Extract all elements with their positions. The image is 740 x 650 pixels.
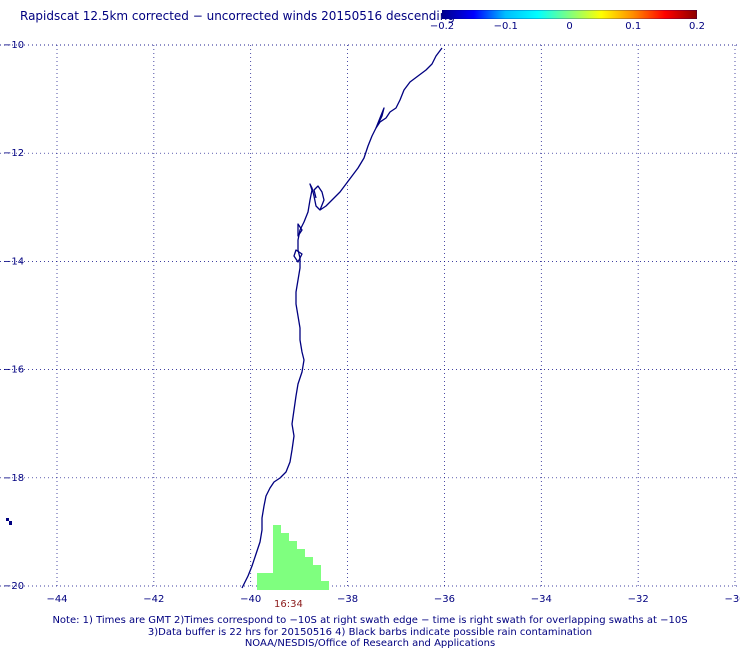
colorbar-tick-label: 0 — [566, 21, 573, 32]
swath-cell — [257, 573, 273, 590]
longitude-tick-label: −30 — [724, 594, 740, 605]
latitude-tick-label: −10 — [3, 40, 24, 51]
coastline-edge-fragment — [6, 518, 12, 525]
latitude-tick-label: −12 — [3, 148, 24, 159]
longitude-tick-label: −36 — [434, 594, 455, 605]
swath-cell — [305, 557, 313, 590]
latitude-tick-label: −16 — [3, 365, 24, 376]
longitude-tick-label: −40 — [240, 594, 261, 605]
latitude-tick-label: −20 — [3, 581, 24, 592]
swath-cell — [273, 525, 281, 590]
coastline-path — [241, 47, 443, 589]
longitude-tick-label: −42 — [143, 594, 164, 605]
map-tick-labels: −10 −12 −14 −16 −18 −20 −44 −42 −40 −38 −36 −34 −32 −… — [3, 40, 740, 605]
map-grid — [0, 44, 740, 587]
colorbar-tick-label: 0.2 — [689, 21, 705, 32]
chart-title: Rapidscat 12.5km corrected − uncorrected… — [20, 9, 455, 23]
coastline-bay-path — [313, 185, 325, 211]
swath-cell — [297, 549, 305, 590]
longitude-tick-label: −38 — [337, 594, 358, 605]
note-line-2: 3)Data buffer is 22 hrs for 20150516 4) … — [147, 626, 593, 638]
footer-notes: Note: 1) Times are GMT 2)Times correspon… — [0, 615, 740, 650]
swath-cell — [321, 581, 329, 590]
colorbar-tick-label: −0.2 — [429, 21, 455, 32]
colorbar-tick-label: 0.1 — [625, 21, 642, 32]
swath-cell — [289, 541, 297, 590]
latitude-tick-label: −14 — [3, 256, 24, 267]
colorbar-tick-label: −0.1 — [493, 21, 518, 32]
note-line-1: Note: 1) Times are GMT 2)Times correspon… — [52, 615, 688, 626]
swath-cell — [281, 533, 289, 590]
wind-swath — [257, 525, 329, 590]
longitude-tick-label: −34 — [531, 594, 552, 605]
colorbar — [442, 10, 697, 19]
note-line-3: NOAA/NESDIS/Office of Research and Appli… — [244, 638, 496, 649]
coastline-island-path-2 — [297, 223, 303, 237]
longitude-tick-label: −44 — [46, 594, 67, 605]
coastline-island-path — [293, 249, 303, 263]
swath-time-label: 16:34 — [274, 599, 303, 610]
coastline-inlet-path — [375, 107, 385, 129]
latitude-tick-label: −18 — [3, 473, 24, 484]
longitude-tick-label: −32 — [628, 594, 649, 605]
coastline — [241, 47, 443, 589]
swath-cell — [313, 565, 321, 590]
